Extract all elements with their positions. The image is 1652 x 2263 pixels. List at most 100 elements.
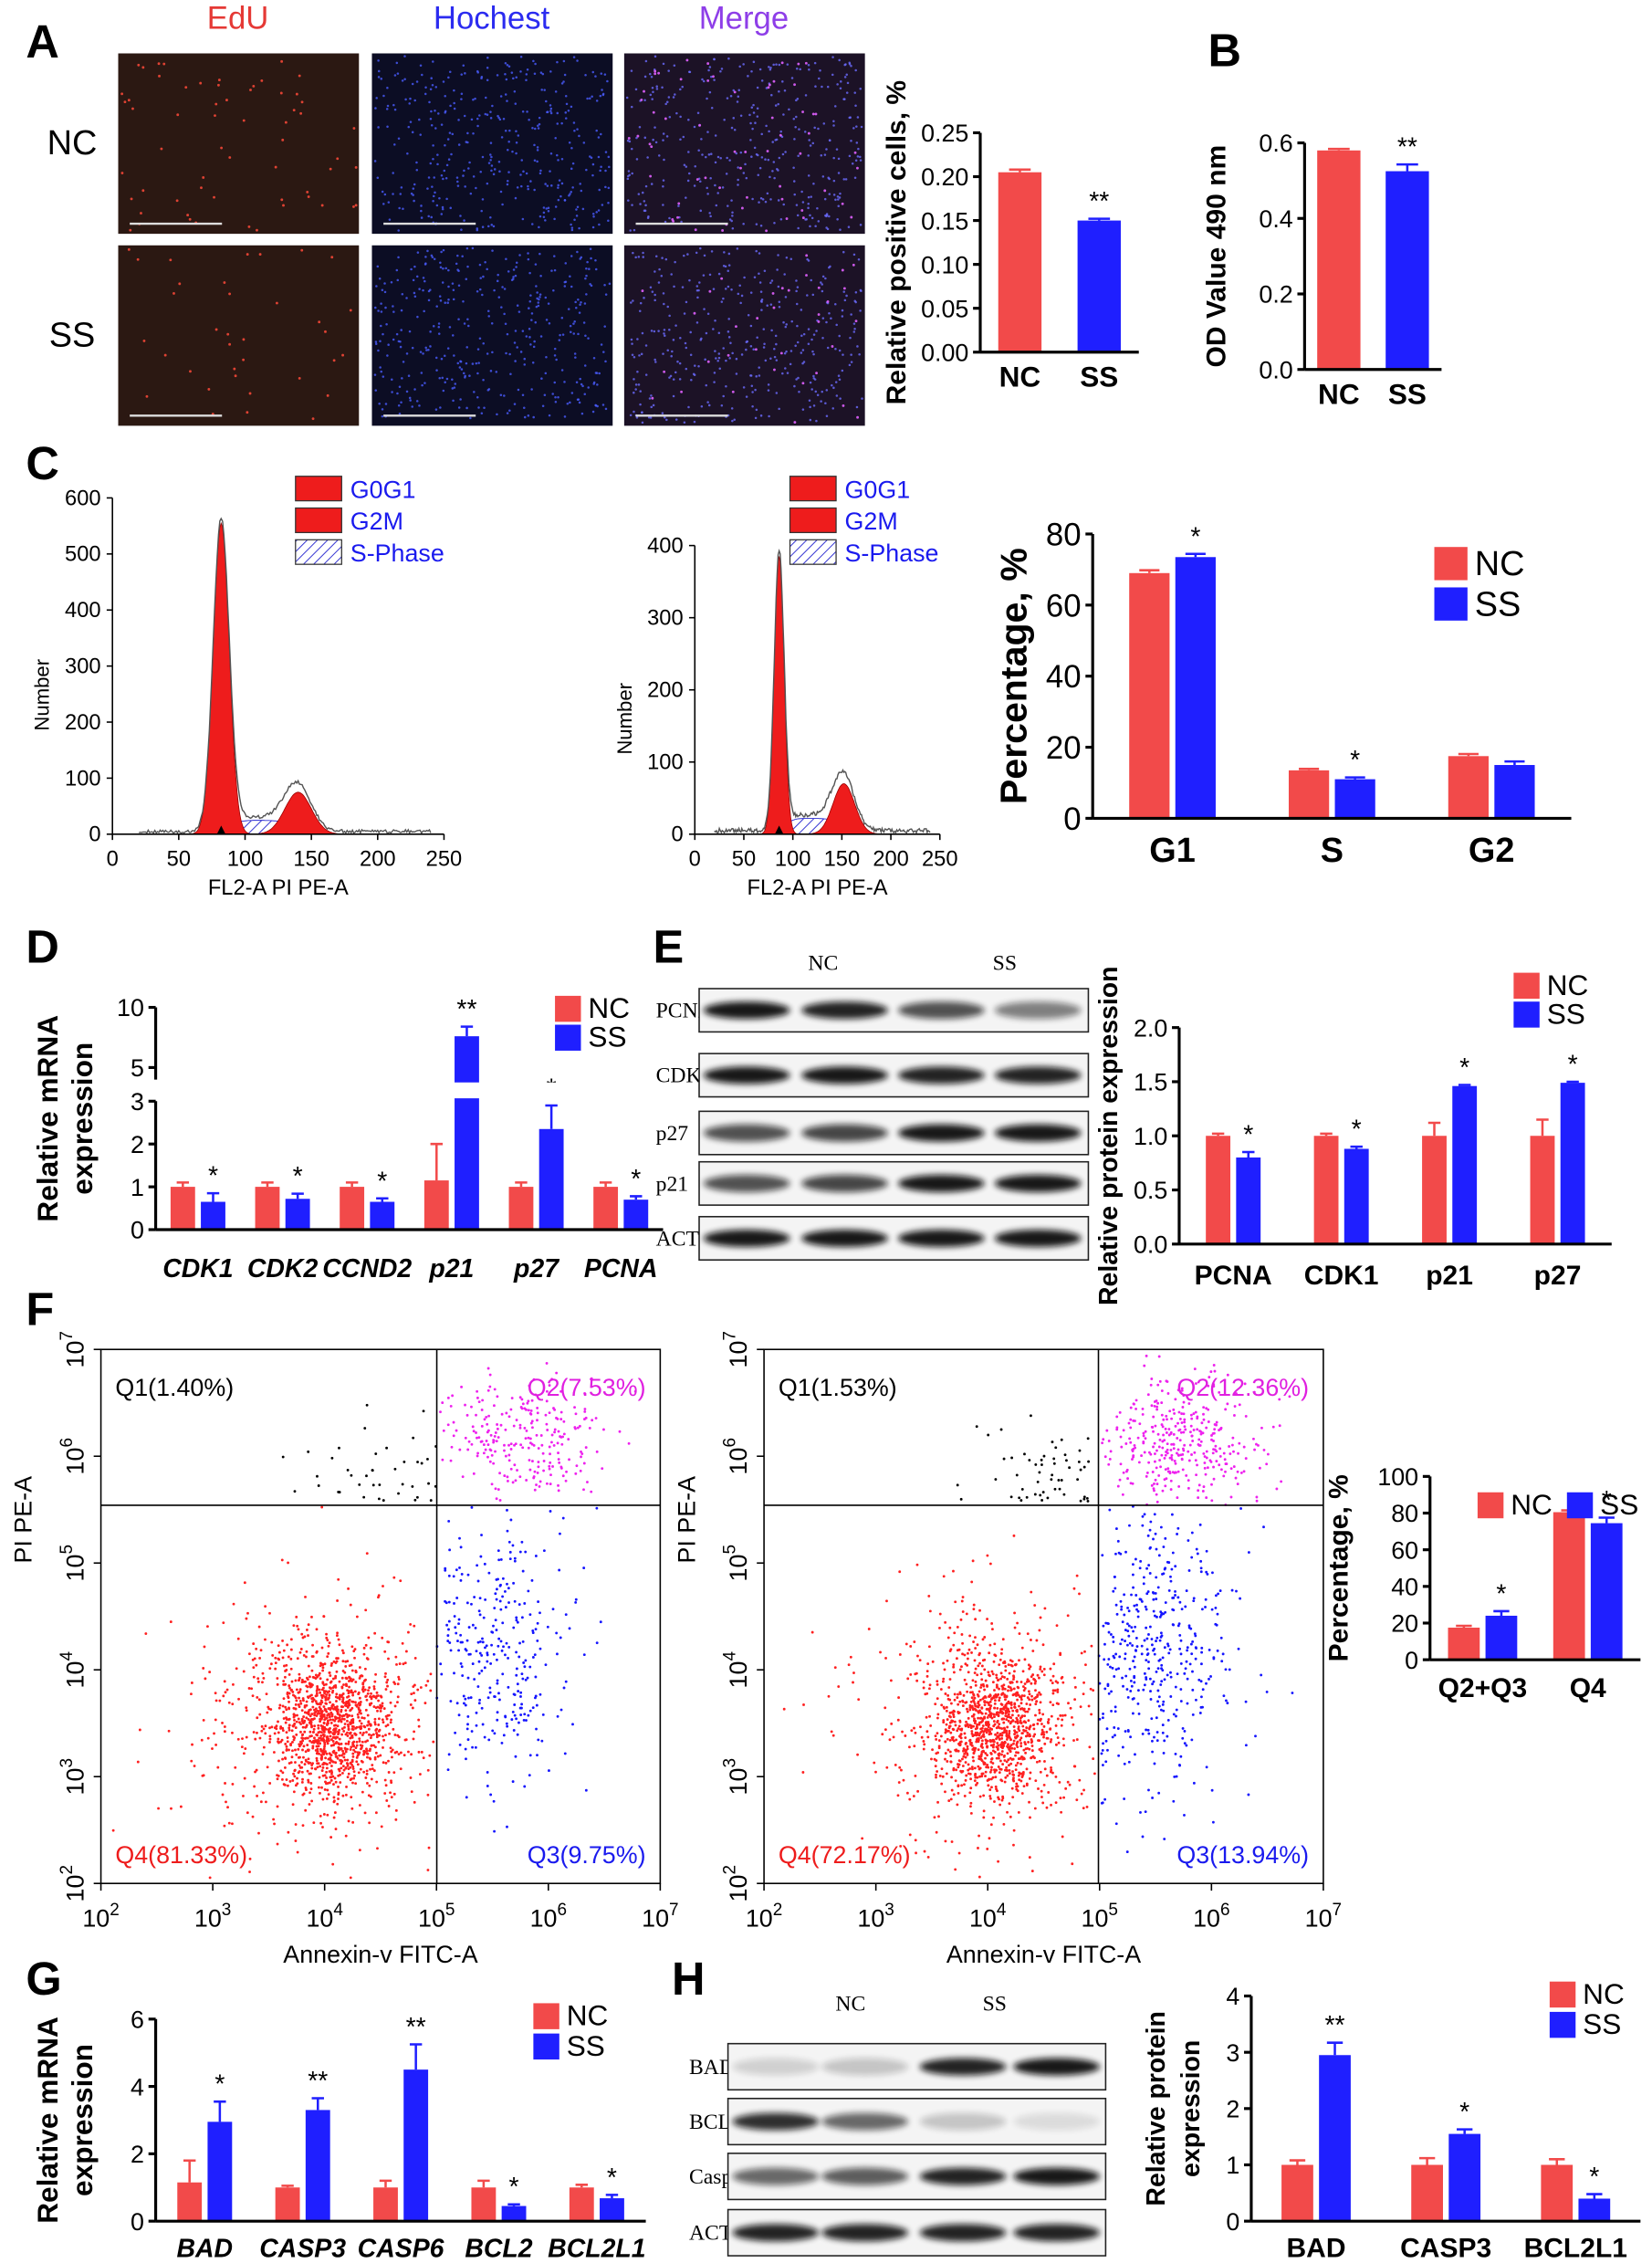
event-dot <box>300 1719 304 1723</box>
event-dot <box>362 1752 366 1755</box>
cell-dot <box>431 256 434 258</box>
event-dot <box>501 1577 505 1580</box>
event-dot <box>308 1739 311 1743</box>
event-dot <box>1031 1673 1035 1677</box>
cell-dot <box>577 298 580 301</box>
event-dot <box>936 1770 939 1773</box>
event-dot <box>914 1731 917 1734</box>
event-dot <box>519 1695 522 1698</box>
event-dot <box>334 1761 338 1765</box>
cell-dot <box>506 100 508 102</box>
event-dot <box>317 1786 320 1789</box>
cell-dot <box>841 309 844 312</box>
cell-dot <box>565 102 569 106</box>
cell-dot <box>795 115 798 119</box>
cell-dot <box>598 188 601 192</box>
cell-dot <box>527 184 529 188</box>
event-dot <box>852 1681 854 1684</box>
y-tick-label: 102 <box>58 1865 89 1902</box>
event-dot <box>349 1709 352 1713</box>
event-dot <box>284 1743 288 1745</box>
event-dot <box>923 1849 926 1853</box>
cell-dot <box>400 329 403 331</box>
blot-band <box>897 1230 985 1247</box>
event-dot <box>509 1518 513 1522</box>
event-dot <box>298 1672 301 1676</box>
cell-dot <box>482 342 485 345</box>
cell-dot <box>641 421 644 424</box>
event-dot <box>967 1671 970 1674</box>
event-dot <box>191 1743 193 1746</box>
event-dot <box>368 1723 371 1726</box>
cell-dot <box>604 293 608 296</box>
cell-dot <box>537 301 540 304</box>
cell-dot <box>834 198 837 202</box>
cell-dot <box>778 300 781 304</box>
cell-dot <box>523 357 527 361</box>
event-dot <box>256 1716 259 1720</box>
event-dot <box>397 1675 401 1679</box>
cell-dot <box>785 350 788 353</box>
event-dot <box>392 1771 396 1775</box>
cell-dot <box>750 69 753 73</box>
event-dot <box>1014 1768 1018 1772</box>
event-dot <box>1078 1592 1081 1596</box>
event-dot <box>998 1723 1001 1726</box>
cell-dot <box>352 127 356 130</box>
event-dot <box>520 1398 524 1401</box>
event-dot <box>497 1644 500 1648</box>
event-dot <box>986 1715 989 1719</box>
event-dot <box>462 1694 465 1698</box>
cell-dot <box>731 419 734 423</box>
event-dot <box>534 1555 538 1557</box>
event-dot <box>329 1778 333 1782</box>
event-dot <box>957 1702 960 1706</box>
event-dot <box>410 1753 413 1756</box>
event-dot <box>478 1698 482 1702</box>
event-dot <box>1030 1694 1033 1698</box>
event-dot <box>313 1740 317 1744</box>
cell-dot <box>820 281 822 284</box>
cell-dot <box>841 268 844 272</box>
event-dot <box>340 1676 344 1680</box>
event-dot <box>1017 1713 1020 1717</box>
event-dot <box>349 1876 352 1880</box>
cell-dot <box>662 204 664 206</box>
event-dot <box>969 1786 973 1790</box>
event-dot <box>344 1834 348 1838</box>
cell-dot <box>503 312 506 316</box>
cell-dot <box>504 129 507 132</box>
cell-dot <box>727 269 730 273</box>
cell-dot <box>774 334 778 338</box>
cell-dot <box>419 64 423 68</box>
cell-dot <box>811 141 815 145</box>
cell-dot <box>779 351 783 355</box>
event-dot <box>316 1474 319 1478</box>
event-dot <box>319 1814 322 1818</box>
cell-dot <box>569 401 571 404</box>
event-dot <box>508 1550 512 1554</box>
event-dot <box>370 1734 373 1737</box>
cell-dot <box>585 267 588 270</box>
event-dot <box>413 1730 416 1734</box>
cell-dot <box>651 87 654 89</box>
cell-dot <box>402 361 405 363</box>
event-dot <box>480 1409 484 1411</box>
event-dot <box>317 1726 320 1730</box>
cell-dot <box>214 114 216 118</box>
event-dot <box>519 1691 523 1694</box>
event-dot <box>1012 1534 1016 1537</box>
event-dot <box>996 1742 999 1744</box>
event-dot <box>420 1750 423 1754</box>
cell-dot <box>719 69 722 73</box>
cell-dot <box>282 204 285 207</box>
cell-dot <box>496 279 499 283</box>
event-dot <box>291 1803 295 1807</box>
cell-dot <box>638 126 642 129</box>
cell-dot <box>821 317 825 320</box>
event-dot <box>267 1705 270 1709</box>
event-dot <box>988 1706 992 1710</box>
cell-dot <box>469 192 473 195</box>
cell-dot <box>418 288 421 290</box>
event-dot <box>490 1643 493 1647</box>
